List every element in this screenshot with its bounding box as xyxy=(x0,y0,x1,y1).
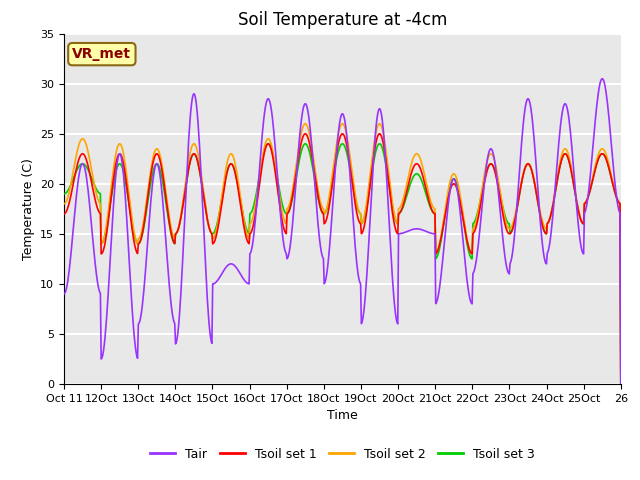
Title: Soil Temperature at -4cm: Soil Temperature at -4cm xyxy=(237,11,447,29)
Tair xyxy=(426,230,434,236)
Line: Tsoil set 1: Tsoil set 1 xyxy=(64,134,621,384)
Tsoil set 3 xyxy=(70,174,78,180)
Tsoil set 1 xyxy=(60,211,68,216)
Tsoil set 1 xyxy=(70,177,78,183)
Tsoil set 2 xyxy=(302,121,310,127)
Tsoil set 2 xyxy=(617,381,625,387)
Tsoil set 1 xyxy=(127,221,135,227)
Line: Tsoil set 3: Tsoil set 3 xyxy=(64,144,621,384)
Tsoil set 2 xyxy=(127,211,135,216)
Tair xyxy=(598,76,606,82)
Line: Tair: Tair xyxy=(64,79,621,384)
Tsoil set 2 xyxy=(184,162,192,168)
X-axis label: Time: Time xyxy=(327,409,358,422)
Text: VR_met: VR_met xyxy=(72,47,131,61)
Tsoil set 1 xyxy=(302,131,310,137)
Line: Tsoil set 2: Tsoil set 2 xyxy=(64,124,621,384)
Tsoil set 1 xyxy=(411,162,419,168)
Tsoil set 2 xyxy=(428,200,435,205)
Legend: Tair, Tsoil set 1, Tsoil set 2, Tsoil set 3: Tair, Tsoil set 1, Tsoil set 2, Tsoil se… xyxy=(145,443,540,466)
Tsoil set 2 xyxy=(70,164,78,170)
Tsoil set 1 xyxy=(214,228,221,234)
Tsoil set 3 xyxy=(127,217,135,223)
Tsoil set 3 xyxy=(428,206,435,212)
Tsoil set 2 xyxy=(411,152,419,158)
Tsoil set 2 xyxy=(60,201,68,207)
Tsoil set 2 xyxy=(214,222,221,228)
Tsoil set 1 xyxy=(617,381,625,387)
Y-axis label: Temperature (C): Temperature (C) xyxy=(22,158,35,260)
Tair xyxy=(70,217,78,223)
Tair xyxy=(214,278,221,284)
Tair xyxy=(127,294,135,300)
Tair xyxy=(617,381,625,387)
Tsoil set 3 xyxy=(411,172,419,178)
Tsoil set 1 xyxy=(184,170,192,176)
Tsoil set 1 xyxy=(428,205,435,211)
Tsoil set 3 xyxy=(60,191,68,197)
Tsoil set 3 xyxy=(264,141,272,147)
Tsoil set 3 xyxy=(214,220,221,226)
Tsoil set 3 xyxy=(617,381,625,387)
Tair xyxy=(60,291,68,297)
Tsoil set 3 xyxy=(184,170,192,176)
Tair xyxy=(184,150,192,156)
Tair xyxy=(410,226,418,232)
